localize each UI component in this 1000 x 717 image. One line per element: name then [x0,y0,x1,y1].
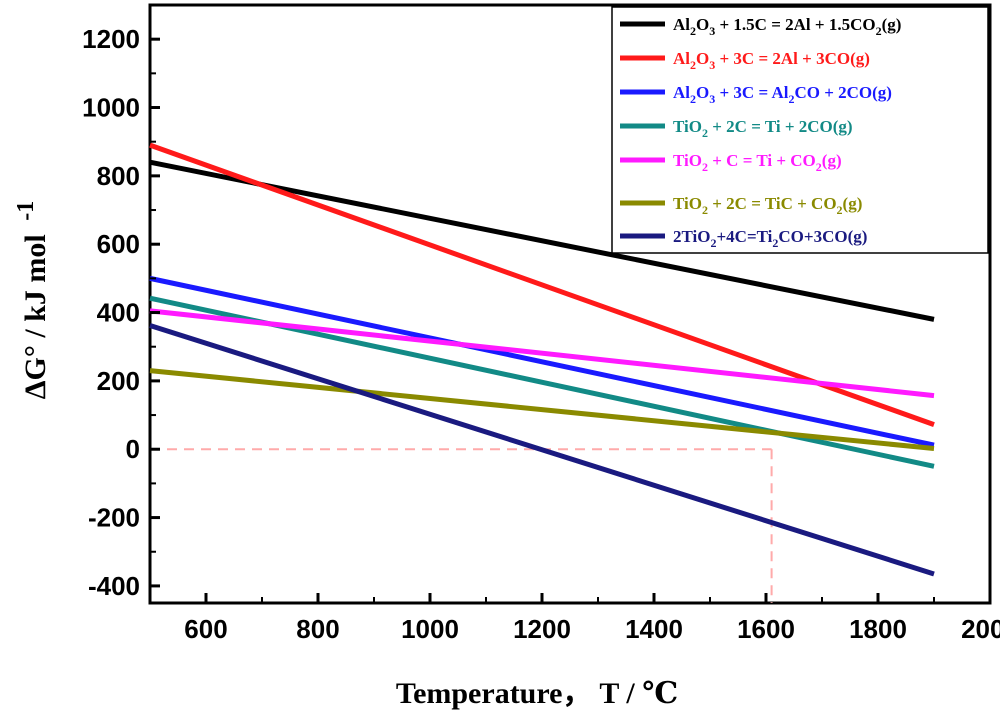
series-line-7 [149,323,935,577]
x-tick-label: 1200 [513,614,571,644]
y-axis-title-exponent: -1 [13,201,39,221]
x-tick-label: 1800 [849,614,907,644]
series-lines [149,142,935,577]
legend-box [611,6,989,254]
series-line-6 [149,368,935,452]
series-line-2 [149,142,935,427]
y-tick-label: 800 [97,161,140,191]
x-axis-title: Temperature， T / ℃ [396,677,678,710]
legend-label-4: TiO2 + 2C = Ti + 2CO(g) [673,117,853,140]
reference-lines [150,448,773,603]
y-axis-title: ΔG° / kJ mol -1 [13,201,52,400]
y-tick-label: 1000 [82,93,140,123]
legend-label-6: TiO2 + 2C = TiC + CO2(g) [673,194,862,217]
x-tick-label: 1600 [737,614,795,644]
legend: Al2O3 + 1.5C = 2Al + 1.5CO2(g) Al2O3 + 3C… [611,6,989,254]
y-tick-label: 400 [97,298,140,328]
legend-label-5: TiO2 + C = Ti + CO2(g) [673,151,842,174]
y-tick-label: -400 [88,571,140,601]
plot-frame [148,3,992,605]
series-line-1 [149,159,935,322]
y-tick-label: 1200 [82,24,140,54]
y-tick-label: -200 [88,503,140,533]
y-tick-label: 600 [97,229,140,259]
y-axis-title-main: ΔG° / kJ mol [19,234,52,399]
x-tick-label: 600 [184,614,227,644]
legend-label-7: 2TiO2+4C=Ti2CO+3CO(g) [673,227,867,250]
y-tick-label: 200 [97,366,140,396]
x-tick-label: 1000 [401,614,459,644]
series-line-3 [149,275,935,448]
x-tick-label: 800 [296,614,339,644]
y-axis-ticks: -400 -200 0 200 400 600 800 1000 1200 [82,4,160,601]
legend-label-2: Al2O3 + 3C = 2Al + 3CO(g) [673,49,870,72]
legend-label-1: Al2O3 + 1.5C = 2Al + 1.5CO2(g) [673,15,901,38]
legend-label-3: Al2O3 + 3C = Al2CO + 2CO(g) [673,83,892,106]
x-tick-label: 1400 [625,614,683,644]
y-tick-label: 0 [126,434,140,464]
series-line-5 [149,308,935,399]
